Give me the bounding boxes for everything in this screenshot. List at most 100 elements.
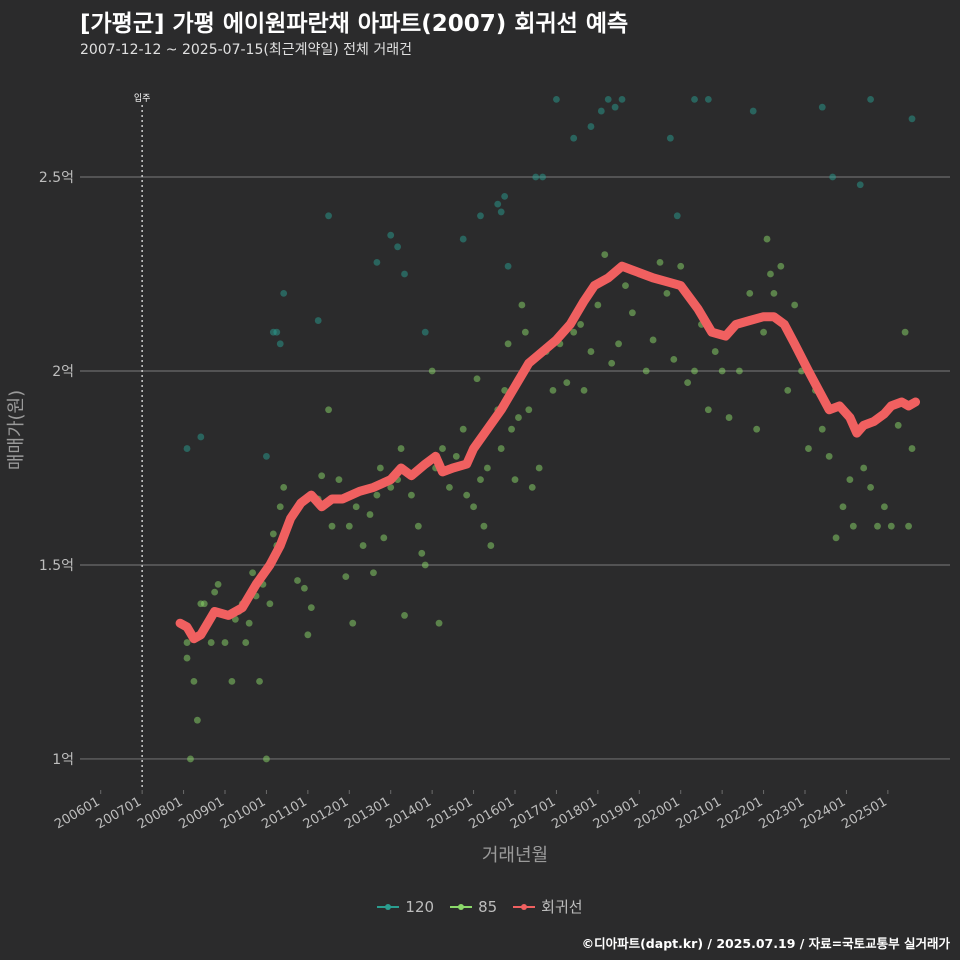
data-point-85 (211, 588, 219, 596)
data-point-85 (894, 421, 902, 429)
data-point-85 (328, 522, 336, 530)
data-point-120 (597, 107, 605, 115)
legend-label-120: 120 (405, 897, 435, 916)
data-point-85 (908, 445, 916, 452)
x-axis-title: 거래년월 (482, 845, 548, 866)
data-point-85 (501, 386, 509, 394)
data-point-85 (887, 522, 895, 530)
data-point-85 (525, 406, 533, 414)
data-point-120 (373, 258, 381, 266)
legend-key-120 (377, 901, 400, 913)
data-point-120 (263, 452, 270, 460)
data-point-85 (760, 328, 767, 336)
data-point-85 (684, 379, 692, 387)
data-point-85 (670, 355, 678, 363)
data-point-120 (673, 212, 681, 220)
data-point-85 (753, 425, 761, 433)
data-point-85 (770, 289, 778, 297)
legend-item-120: 120 (377, 898, 434, 916)
data-point-120 (704, 95, 712, 103)
data-point-85 (746, 289, 754, 297)
data-point-85 (263, 755, 270, 763)
data-point-85 (342, 573, 350, 581)
data-point-85 (791, 301, 799, 309)
data-point-85 (245, 619, 253, 627)
data-point-85 (580, 386, 588, 394)
x-tick-label: 200701 (94, 794, 144, 832)
data-point-85 (587, 348, 595, 355)
data-point-85 (242, 639, 250, 646)
data-point-85 (874, 522, 881, 530)
data-point-85 (256, 677, 263, 685)
x-tick-label: 201501 (425, 794, 475, 832)
x-tick-label: 201901 (591, 794, 641, 832)
data-point-85 (207, 639, 215, 646)
move-in-label: 입주 (134, 92, 151, 104)
data-point-85 (867, 483, 874, 491)
data-point-120 (477, 212, 484, 220)
data-point-85 (190, 677, 198, 685)
data-point-85 (535, 464, 543, 472)
data-point-85 (594, 301, 602, 309)
data-point-85 (860, 464, 868, 472)
data-point-85 (477, 476, 484, 484)
data-point-85 (276, 503, 284, 511)
data-point-85 (736, 367, 743, 375)
data-point-120 (504, 262, 512, 270)
data-point-85 (266, 600, 274, 608)
chart-subtitle: 2007-12-12 ~ 2025-07-15(최근계약일) 전체 거래건 (80, 42, 412, 58)
data-point-85 (518, 301, 526, 309)
data-point-85 (376, 464, 384, 472)
data-point-85 (463, 491, 471, 499)
x-tick-label: 201401 (384, 794, 434, 832)
y-tick-label: 2.5억 (39, 170, 74, 186)
data-point-85 (805, 445, 812, 452)
data-point-120 (501, 192, 509, 200)
data-point-85 (511, 476, 519, 484)
data-point-85 (849, 522, 857, 530)
y-tick-label: 1.5억 (39, 558, 74, 574)
data-point-85 (881, 503, 888, 511)
x-tick-label: 201301 (342, 794, 392, 832)
x-tick-label: 200801 (135, 794, 185, 832)
data-point-120 (494, 200, 502, 208)
data-point-85 (483, 464, 491, 472)
data-point-85 (628, 309, 636, 317)
legend-label-regression: 회귀선 (541, 898, 583, 916)
data-point-85 (677, 262, 685, 270)
data-point-120 (666, 134, 674, 142)
data-point-85 (777, 262, 785, 270)
data-point-85 (508, 425, 515, 433)
data-point-85 (352, 503, 360, 511)
data-point-85 (818, 425, 826, 433)
data-point-85 (473, 375, 481, 383)
data-point-120 (867, 95, 874, 103)
x-tick-label: 201801 (549, 794, 599, 832)
x-tick-label: 201601 (467, 794, 517, 832)
data-point-120 (325, 212, 332, 220)
y-axis-title: 매매가(원) (6, 390, 27, 470)
data-point-85 (839, 503, 847, 511)
data-point-85 (459, 425, 467, 433)
data-point-120 (611, 103, 619, 111)
data-point-85 (497, 445, 505, 452)
data-point-85 (359, 542, 367, 549)
data-point-120 (539, 173, 547, 181)
data-point-120 (401, 270, 408, 278)
data-point-85 (249, 569, 257, 577)
legend-label-85: 85 (478, 897, 498, 916)
data-point-85 (269, 530, 277, 538)
data-point-120 (829, 173, 837, 181)
data-point-85 (366, 511, 374, 518)
data-point-85 (439, 445, 446, 452)
data-point-85 (183, 639, 191, 646)
data-point-85 (280, 483, 288, 491)
regression-line (175, 261, 920, 644)
data-point-120 (421, 328, 429, 336)
data-point-85 (663, 289, 671, 297)
chart-caption: ©디아파트(dapt.kr) / 2025.07.19 / 자료=국토교통부 실… (581, 936, 950, 951)
data-point-85 (515, 414, 522, 421)
data-point-85 (214, 580, 222, 588)
